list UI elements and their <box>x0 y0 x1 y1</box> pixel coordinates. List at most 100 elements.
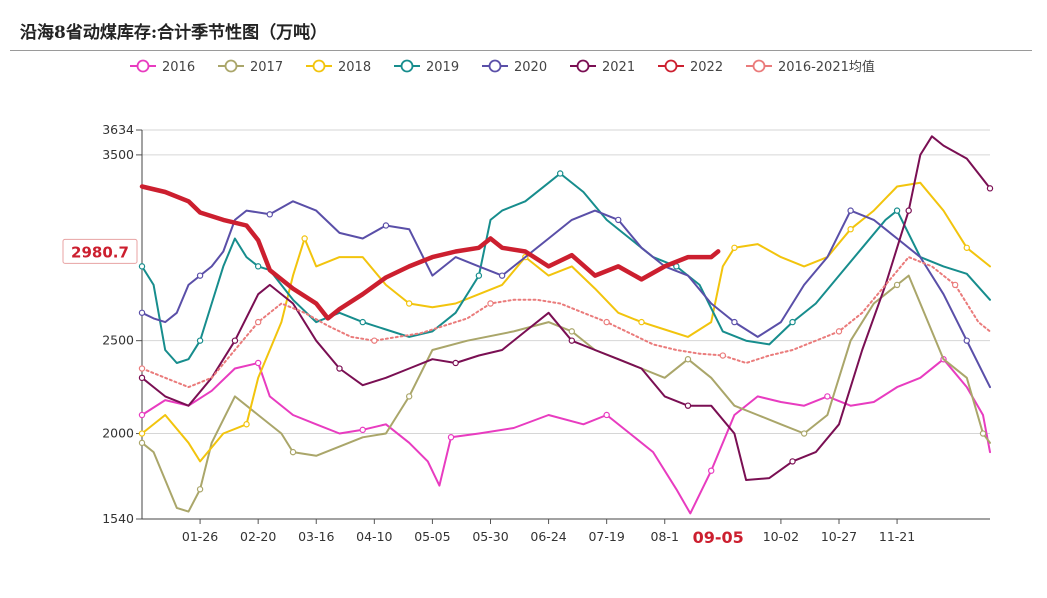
data-point-2017-5 <box>196 486 204 493</box>
data-point-2020-5 <box>196 272 204 279</box>
chart-title: 沿海8省动煤库存:合计季节性图（万吨） <box>20 23 328 43</box>
legend-swatch-marker <box>224 59 238 73</box>
data-point-2021-10 <box>336 365 343 372</box>
legend-label: 2019 <box>426 60 459 75</box>
data-point-2019-15 <box>359 318 366 326</box>
x-tick-label-06-24: 06-24 <box>530 529 566 544</box>
data-point-2020-30 <box>731 318 738 326</box>
data-point-2017-30 <box>800 430 808 437</box>
legend-label: 2017 <box>250 60 283 75</box>
x-tick-label-07-19: 07-19 <box>588 529 624 544</box>
x-tick-label-11-21: 11-21 <box>879 529 915 544</box>
x-tick-label-02-20: 02-20 <box>240 529 276 544</box>
data-point-2019-20 <box>475 272 483 279</box>
data-point-2019-10 <box>254 263 262 270</box>
series-line-2019 <box>141 172 991 364</box>
data-point-2020-0 <box>138 309 146 316</box>
data-point-2021-15 <box>452 359 459 367</box>
y-tick-label-1540: 1540 <box>102 511 134 526</box>
data-point-2016-15 <box>447 434 455 441</box>
data-point-2016-2021均值-15 <box>487 300 494 307</box>
data-point-2016-20 <box>603 411 610 419</box>
legend-item-2021[interactable]: 2021 <box>570 59 635 75</box>
data-point-2021-20 <box>568 337 576 344</box>
data-point-2017-15 <box>405 393 413 400</box>
x-tick-label-08-1: 08-1 <box>651 529 679 544</box>
data-point-2018-5 <box>243 421 250 428</box>
data-point-2019-0 <box>138 263 146 270</box>
data-point-2019-35 <box>789 318 796 326</box>
legend-swatch-marker <box>664 59 678 73</box>
legend-item-2016[interactable]: 2016 <box>130 59 195 75</box>
legend-label: 2020 <box>514 60 547 75</box>
legend-item-2020[interactable]: 2020 <box>482 59 547 75</box>
series-line-2016-2021均值 <box>141 256 991 389</box>
data-point-2020-20 <box>498 272 506 279</box>
data-point-2017-35 <box>893 281 901 289</box>
data-point-2019-25 <box>556 170 564 177</box>
x-tick-label-03-16: 03-16 <box>298 529 334 544</box>
data-point-2017-0 <box>138 439 146 447</box>
x-tick-label-10-02: 10-02 <box>763 529 799 544</box>
data-point-2020-10 <box>266 211 273 218</box>
data-point-2017-25 <box>684 356 692 363</box>
y-tick-label-2500: 2500 <box>102 333 134 348</box>
x-tick-label-04-10: 04-10 <box>356 529 392 544</box>
data-point-2018-35 <box>847 226 854 233</box>
current-value-box <box>62 238 138 264</box>
legend-swatch-marker <box>752 59 766 73</box>
data-point-2021-25 <box>684 402 692 409</box>
x-tick-label-01-26: 01-26 <box>182 529 218 544</box>
data-point-2018-15 <box>405 300 413 307</box>
legend-swatch-marker <box>400 59 414 73</box>
data-point-2016-2021均值-20 <box>603 318 610 326</box>
data-point-2016-2021均值-10 <box>371 337 378 344</box>
legend-label: 2018 <box>338 60 371 75</box>
data-point-2017-40 <box>979 430 987 437</box>
data-point-2016-10 <box>359 426 366 434</box>
legend-item-2017[interactable]: 2017 <box>218 59 283 75</box>
legend-swatch-marker <box>576 59 590 73</box>
data-point-2017-10 <box>289 448 297 456</box>
legend-swatch-marker <box>312 59 326 73</box>
data-point-2018-25 <box>638 318 645 326</box>
legend-swatch-marker <box>136 59 150 73</box>
legend-item-2016-2021均值[interactable]: 2016-2021均值 <box>746 59 875 75</box>
data-point-2016-0 <box>138 411 146 419</box>
data-point-2016-2021均值-0 <box>138 365 146 372</box>
data-point-2021-40 <box>986 185 994 192</box>
data-point-2016-2021均值-35 <box>951 281 959 289</box>
legend-label: 2016 <box>162 60 195 75</box>
data-point-2016-2021均值-25 <box>719 352 727 359</box>
series-line-2016 <box>141 358 991 515</box>
legend-label: 2016-2021均值 <box>778 59 875 75</box>
y-tick-label-3634: 3634 <box>102 122 134 137</box>
data-point-2018-0 <box>138 430 146 437</box>
data-point-2016-2021均值-5 <box>254 318 262 326</box>
data-point-2021-5 <box>231 337 239 344</box>
data-point-2021-0 <box>138 374 146 382</box>
data-point-2020-25 <box>615 216 622 224</box>
legend-item-2018[interactable]: 2018 <box>306 59 371 75</box>
data-point-2019-5 <box>196 337 204 344</box>
data-point-2020-40 <box>963 337 970 344</box>
legend-swatch-marker <box>488 59 502 73</box>
legend-item-2019[interactable]: 2019 <box>394 59 459 75</box>
data-point-2021-35 <box>905 207 912 214</box>
legend-item-2022[interactable]: 2022 <box>658 59 723 75</box>
series-line-2020 <box>141 200 991 389</box>
series-line-2018 <box>141 181 991 463</box>
series-line-2022 <box>139 184 721 321</box>
legend-label: 2021 <box>602 60 635 75</box>
data-point-2016-25 <box>708 467 715 474</box>
data-point-2018-10 <box>301 235 308 242</box>
data-point-2016-30 <box>824 393 831 400</box>
data-point-2017-20 <box>568 328 576 335</box>
current-value-label: 2980.7 <box>71 243 129 261</box>
data-point-2018-40 <box>963 244 970 251</box>
title-divider <box>10 50 1032 51</box>
x-tick-label-05-05: 05-05 <box>414 529 450 544</box>
data-point-2018-30 <box>731 244 738 251</box>
data-point-2016-5 <box>254 359 262 367</box>
